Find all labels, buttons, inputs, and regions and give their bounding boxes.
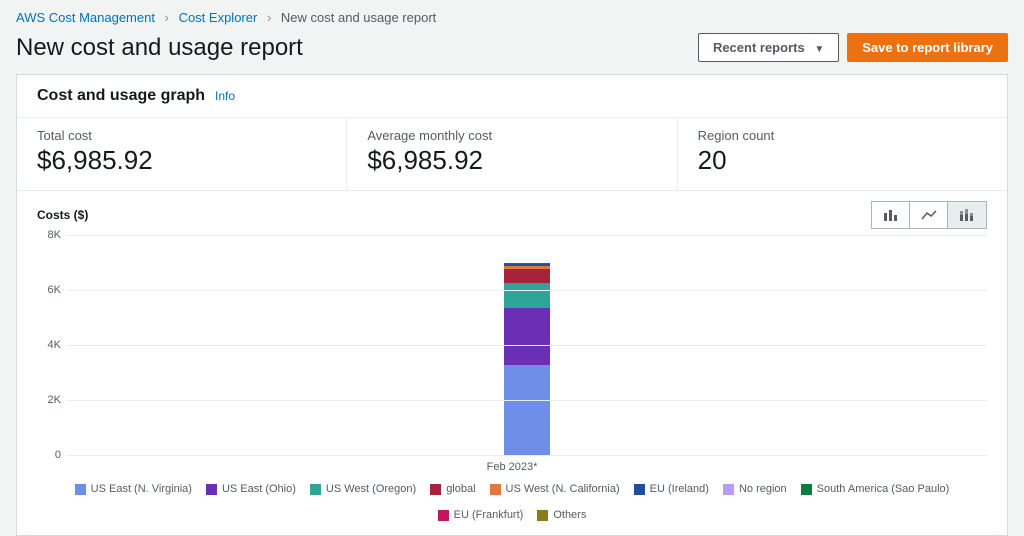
recent-reports-button[interactable]: Recent reports ▼ [698,33,839,62]
caret-down-icon: ▼ [814,44,824,55]
legend-item[interactable]: global [430,483,475,495]
gridline [67,345,987,346]
bar-segment [504,269,550,283]
breadcrumb-link-1[interactable]: Cost Explorer [179,10,258,25]
legend-label: US East (N. Virginia) [91,483,192,495]
bar-chart-icon[interactable] [872,202,910,228]
page-title: New cost and usage report [16,34,303,62]
legend-swatch [801,484,812,495]
legend-label: EU (Ireland) [650,483,709,495]
legend-item[interactable]: US West (Oregon) [310,483,416,495]
y-tick-label: 6K [48,284,61,296]
stat-value: $6,985.92 [367,145,656,176]
stat-avg-cost: Average monthly cost $6,985.92 [347,118,677,190]
legend-label: US West (N. California) [506,483,620,495]
stacked-bar[interactable] [504,263,550,455]
stat-value: $6,985.92 [37,145,326,176]
legend-label: US West (Oregon) [326,483,416,495]
legend-swatch [634,484,645,495]
gridline [67,455,987,456]
info-link[interactable]: Info [215,89,235,103]
panel-title: Cost and usage graph [37,87,205,105]
save-to-library-button[interactable]: Save to report library [847,33,1008,62]
chevron-right-icon: › [165,10,169,25]
legend-label: global [446,483,475,495]
breadcrumb-link-0[interactable]: AWS Cost Management [16,10,155,25]
bar-segment [504,365,550,455]
stat-region-count: Region count 20 [678,118,1007,190]
recent-reports-label: Recent reports [713,40,805,55]
legend-swatch [430,484,441,495]
stat-label: Total cost [37,128,326,143]
legend-swatch [75,484,86,495]
y-tick-label: 8K [48,229,61,241]
legend-swatch [537,510,548,521]
legend-swatch [206,484,217,495]
legend-swatch [490,484,501,495]
legend-item[interactable]: EU (Ireland) [634,483,709,495]
legend-item[interactable]: US West (N. California) [490,483,620,495]
legend-item[interactable]: South America (Sao Paulo) [801,483,950,495]
legend-label: US East (Ohio) [222,483,296,495]
chart-view-toggle [871,201,987,229]
chevron-right-icon: › [267,10,271,25]
legend-item[interactable]: US East (Ohio) [206,483,296,495]
legend-label: No region [739,483,787,495]
x-axis-label: Feb 2023* [37,461,987,473]
stat-label: Average monthly cost [367,128,656,143]
legend-item[interactable]: Others [537,509,586,521]
legend-item[interactable]: No region [723,483,787,495]
cost-usage-panel: Cost and usage graph Info Total cost $6,… [16,74,1008,536]
legend-label: Others [553,509,586,521]
stat-label: Region count [698,128,987,143]
legend-item[interactable]: US East (N. Virginia) [75,483,192,495]
bar-segment [504,283,550,308]
y-tick-label: 0 [55,449,61,461]
line-chart-icon[interactable] [910,202,948,228]
bar-segment [504,308,550,364]
chart-y-title: Costs ($) [37,208,88,222]
stacked-bar-icon[interactable] [948,202,986,228]
legend-swatch [438,510,449,521]
chart-plot-area: 02K4K6K8K [67,235,987,455]
y-tick-label: 2K [48,394,61,406]
gridline [67,400,987,401]
legend-label: South America (Sao Paulo) [817,483,950,495]
gridline [67,235,987,236]
legend-swatch [723,484,734,495]
legend-item[interactable]: EU (Frankfurt) [438,509,524,521]
chart-legend: US East (N. Virginia) US East (Ohio) US We… [37,483,987,521]
stat-value: 20 [698,145,987,176]
legend-swatch [310,484,321,495]
y-tick-label: 4K [48,339,61,351]
stat-total-cost: Total cost $6,985.92 [17,118,347,190]
gridline [67,290,987,291]
breadcrumb-current: New cost and usage report [281,10,436,25]
breadcrumb: AWS Cost Management › Cost Explorer › Ne… [0,0,1024,33]
legend-label: EU (Frankfurt) [454,509,524,521]
